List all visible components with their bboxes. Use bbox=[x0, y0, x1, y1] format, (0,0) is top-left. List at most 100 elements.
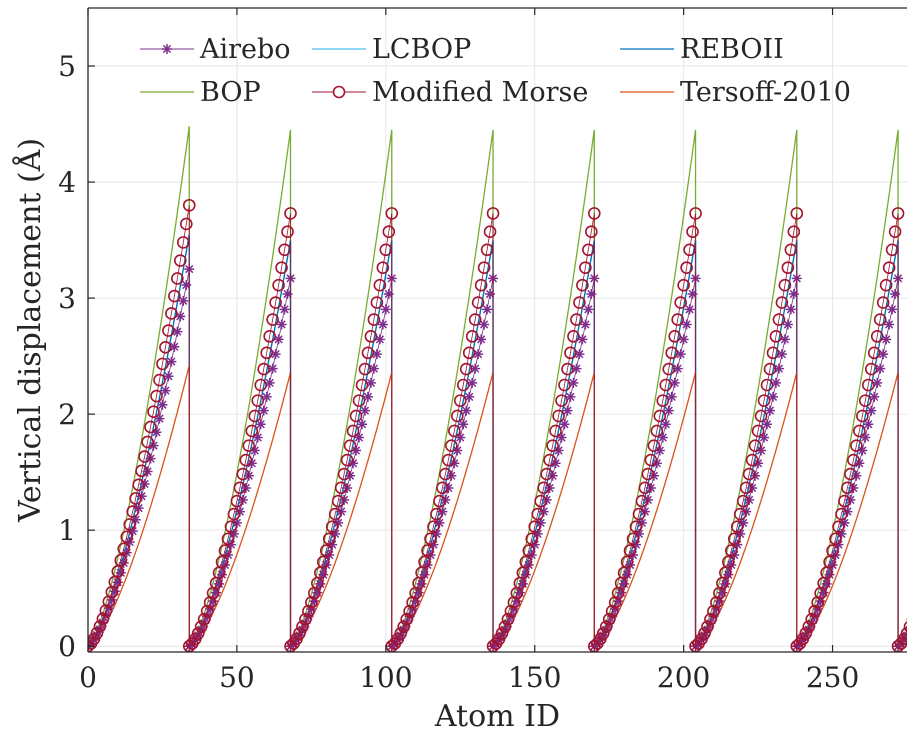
data-point-airebo bbox=[234, 506, 245, 517]
data-point-modified-morse bbox=[564, 346, 577, 360]
data-point-modified-morse bbox=[534, 494, 547, 508]
data-point-modified-morse bbox=[879, 278, 893, 292]
data-point-airebo bbox=[863, 419, 874, 430]
data-point-modified-morse bbox=[882, 261, 896, 274]
data-point-airebo bbox=[362, 391, 373, 402]
data-point-airebo bbox=[610, 604, 621, 615]
data-point-airebo bbox=[368, 363, 379, 374]
data-point-modified-morse bbox=[781, 261, 795, 274]
data-point-airebo bbox=[306, 604, 317, 615]
data-point-airebo bbox=[416, 578, 427, 589]
legend-label: REBOII bbox=[680, 34, 784, 65]
data-point-airebo bbox=[318, 569, 329, 580]
x-tick-label: 250 bbox=[806, 661, 859, 694]
data-point-modified-morse bbox=[448, 424, 461, 438]
data-point-modified-morse bbox=[177, 236, 190, 249]
data-point-modified-morse bbox=[599, 620, 613, 634]
data-point-airebo bbox=[523, 559, 534, 570]
data-point-modified-morse bbox=[596, 627, 610, 640]
data-point-airebo bbox=[377, 319, 388, 330]
data-point-modified-morse bbox=[334, 481, 348, 495]
data-point-airebo bbox=[684, 304, 695, 315]
data-point-airebo bbox=[452, 445, 463, 456]
legend-label: LCBOP bbox=[372, 34, 471, 65]
data-point-modified-morse bbox=[254, 378, 268, 392]
data-point-modified-morse bbox=[394, 627, 408, 640]
data-point-modified-morse bbox=[266, 313, 279, 326]
data-point-modified-morse bbox=[799, 627, 813, 640]
data-point-airebo bbox=[103, 603, 114, 614]
data-point-airebo bbox=[619, 578, 630, 589]
data-point-airebo bbox=[172, 326, 183, 337]
data-point-modified-morse bbox=[120, 530, 134, 544]
data-point-modified-morse bbox=[376, 261, 390, 274]
data-point-airebo bbox=[493, 635, 504, 646]
data-point-airebo bbox=[467, 377, 478, 388]
data-point-airebo bbox=[723, 569, 734, 580]
data-point-modified-morse bbox=[763, 362, 777, 376]
data-point-airebo bbox=[214, 578, 225, 589]
data-point-modified-morse bbox=[730, 520, 744, 533]
data-point-modified-morse bbox=[635, 494, 649, 508]
data-point-modified-morse bbox=[340, 453, 354, 467]
data-point-modified-morse bbox=[421, 544, 434, 557]
data-point-airebo bbox=[419, 569, 430, 580]
legend-entry-lcbop: LCBOP bbox=[312, 34, 471, 65]
data-point-modified-morse bbox=[853, 424, 866, 438]
data-point-modified-morse bbox=[677, 278, 690, 292]
data-point-modified-morse bbox=[159, 341, 172, 354]
data-point-airebo bbox=[356, 419, 367, 430]
data-point-modified-morse bbox=[585, 225, 598, 239]
data-point-modified-morse bbox=[805, 613, 818, 626]
data-point-airebo bbox=[225, 539, 236, 550]
data-point-airebo bbox=[479, 319, 490, 330]
data-point-modified-morse bbox=[361, 346, 375, 360]
data-point-airebo bbox=[517, 578, 528, 589]
data-point-airebo bbox=[374, 334, 385, 345]
data-point-modified-morse bbox=[587, 207, 601, 220]
data-point-modified-morse bbox=[385, 207, 399, 220]
data-point-modified-morse bbox=[90, 626, 104, 640]
data-point-modified-morse bbox=[239, 453, 253, 467]
data-point-modified-morse bbox=[474, 278, 488, 292]
data-point-airebo bbox=[392, 635, 403, 646]
data-point-modified-morse bbox=[835, 507, 848, 521]
data-point-modified-morse bbox=[296, 620, 309, 634]
data-point-airebo bbox=[574, 349, 585, 360]
data-point-modified-morse bbox=[662, 362, 676, 376]
data-point-airebo bbox=[657, 432, 668, 443]
data-point-modified-morse bbox=[302, 604, 315, 618]
data-point-airebo bbox=[797, 635, 808, 646]
data-point-modified-morse bbox=[337, 467, 351, 481]
data-point-modified-morse bbox=[293, 627, 306, 640]
data-point-airebo bbox=[675, 349, 686, 360]
legend-entry-tersoff-2010: Tersoff-2010 bbox=[620, 77, 851, 108]
data-point-modified-morse bbox=[519, 555, 533, 569]
data-point-airebo bbox=[312, 587, 323, 598]
data-point-airebo bbox=[639, 506, 650, 517]
data-point-airebo bbox=[705, 618, 716, 629]
data-point-airebo bbox=[622, 569, 633, 580]
x-axis-label: Atom ID bbox=[434, 699, 560, 731]
data-point-airebo bbox=[899, 635, 907, 646]
x-tick-label: 0 bbox=[79, 661, 97, 694]
data-point-modified-morse bbox=[555, 394, 568, 407]
data-point-airebo bbox=[529, 539, 540, 550]
data-point-airebo bbox=[738, 517, 749, 528]
data-point-modified-morse bbox=[847, 453, 860, 467]
data-point-modified-morse bbox=[727, 532, 741, 546]
data-point-airebo bbox=[669, 377, 680, 388]
data-point-modified-morse bbox=[221, 532, 235, 546]
data-point-modified-morse bbox=[787, 225, 801, 239]
data-point-modified-morse bbox=[656, 394, 670, 407]
data-point-modified-morse bbox=[775, 296, 789, 309]
data-point-airebo bbox=[767, 391, 778, 402]
data-point-airebo bbox=[422, 559, 433, 570]
data-point-airebo bbox=[130, 514, 141, 525]
data-point-airebo bbox=[365, 377, 376, 388]
data-point-modified-morse bbox=[483, 225, 497, 239]
data-point-modified-morse bbox=[352, 394, 366, 407]
data-point-modified-morse bbox=[659, 378, 673, 392]
data-point-modified-morse bbox=[197, 613, 211, 626]
data-point-modified-morse bbox=[620, 555, 634, 569]
